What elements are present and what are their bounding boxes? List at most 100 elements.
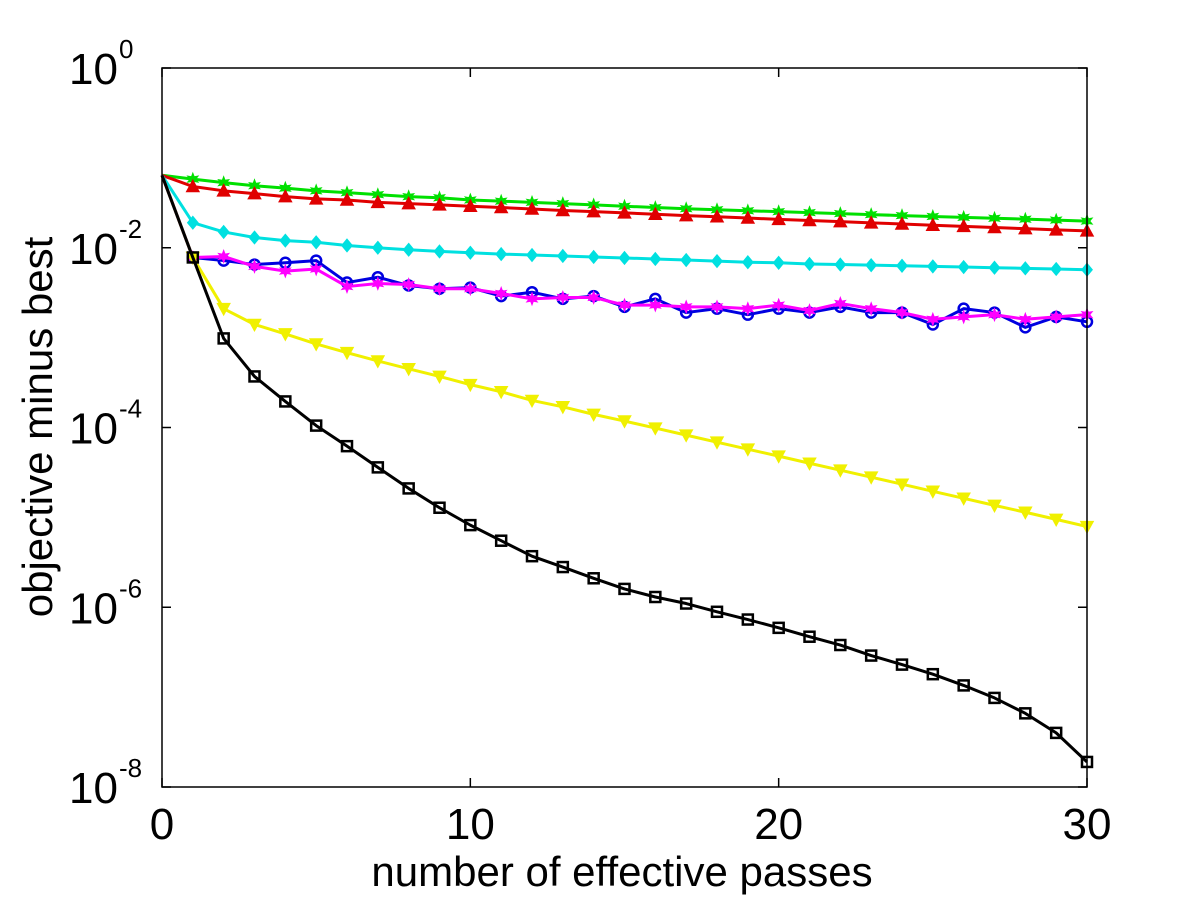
data-point: [339, 346, 355, 361]
data-point: [340, 279, 354, 294]
data-point: [370, 355, 386, 369]
data-point: [463, 198, 478, 212]
data-point: [740, 210, 756, 224]
data-point: [864, 649, 878, 662]
data-point: [433, 244, 446, 259]
data-point: [833, 296, 847, 311]
data-point: [279, 395, 292, 408]
y-tick-base: 10: [69, 405, 118, 454]
data-point: [833, 464, 848, 478]
data-point: [648, 297, 662, 313]
data-point: [217, 249, 231, 264]
data-point: [741, 613, 755, 626]
data-point: [308, 191, 324, 205]
data-point: [432, 197, 447, 211]
data-point: [710, 605, 724, 619]
data-point: [463, 281, 477, 297]
data-point: [895, 658, 909, 671]
plot-area-frame: [161, 67, 1088, 788]
data-point: [341, 238, 353, 253]
data-point: [926, 311, 940, 327]
data-point: [247, 186, 262, 200]
data-point: [464, 245, 477, 260]
data-point: [340, 439, 354, 453]
data-point: [1019, 707, 1032, 720]
data-point: [587, 290, 601, 305]
y-tick-label: 10 0: [69, 34, 133, 94]
data-point: [433, 281, 446, 297]
series-line: [160, 174, 1089, 764]
data-point: [402, 482, 415, 495]
data-point: [772, 297, 786, 313]
data-point: [279, 233, 292, 248]
data-point: [987, 499, 1002, 513]
data-point: [493, 199, 509, 214]
data-point: [463, 378, 478, 393]
data-point: [185, 178, 201, 193]
data-point: [803, 303, 816, 318]
data-point: [1048, 513, 1064, 527]
data-point: [524, 201, 540, 215]
data-point: [802, 212, 817, 227]
x-tick-label: 30: [1063, 800, 1112, 849]
data-point: [248, 259, 261, 274]
data-point: [834, 257, 847, 272]
data-point: [555, 401, 571, 415]
data-point: [217, 332, 230, 345]
data-point: [587, 249, 600, 265]
data-point: [957, 259, 970, 275]
data-point: [710, 299, 724, 315]
y-axis-label: objective minus best: [14, 236, 61, 617]
data-point: [309, 261, 323, 277]
data-point: [247, 318, 262, 333]
data-point: [1018, 506, 1033, 520]
data-point: [618, 582, 631, 596]
data-point: [678, 208, 694, 222]
data-point: [556, 560, 570, 574]
data-point: [740, 443, 756, 457]
data-point: [648, 422, 663, 436]
data-point: [371, 461, 385, 474]
data-point: [309, 419, 323, 432]
data-point: [648, 206, 663, 220]
data-point: [186, 215, 199, 230]
data-point: [863, 471, 879, 485]
data-point: [370, 194, 386, 209]
data-point: [863, 215, 879, 229]
data-point: [988, 691, 1001, 705]
data-point: [709, 436, 725, 450]
data-point: [988, 260, 1001, 275]
series-layer: [160, 171, 1095, 769]
y-tick-label: 10 -2: [69, 214, 142, 274]
y-tick-exponent: 0: [119, 34, 133, 64]
data-point: [525, 291, 539, 307]
x-axis-label: number of effective passes: [371, 848, 872, 895]
data-point: [278, 328, 293, 342]
data-point: [771, 211, 786, 226]
data-point: [956, 492, 971, 506]
data-point: [310, 235, 323, 250]
data-point: [925, 217, 941, 231]
data-point: [988, 307, 1001, 323]
data-point: [802, 457, 817, 471]
data-point: [556, 248, 569, 264]
data-point: [649, 251, 662, 267]
data-point: [618, 297, 631, 313]
data-point: [586, 408, 601, 422]
data-point: [402, 242, 415, 257]
data-point: [864, 301, 878, 317]
data-point: [216, 183, 231, 197]
data-point: [525, 549, 539, 563]
data-point: [1049, 309, 1063, 325]
data-point: [957, 309, 971, 325]
data-point: [587, 572, 600, 585]
data-point: [464, 518, 477, 532]
data-point: [339, 192, 355, 206]
data-point: [679, 597, 693, 610]
data-point: [1048, 222, 1064, 236]
y-tick-base: 10: [69, 45, 118, 94]
y-tick-label: 10 -6: [69, 573, 142, 633]
data-point: [925, 485, 941, 499]
data-point: [987, 219, 1002, 234]
data-point: [865, 257, 878, 273]
